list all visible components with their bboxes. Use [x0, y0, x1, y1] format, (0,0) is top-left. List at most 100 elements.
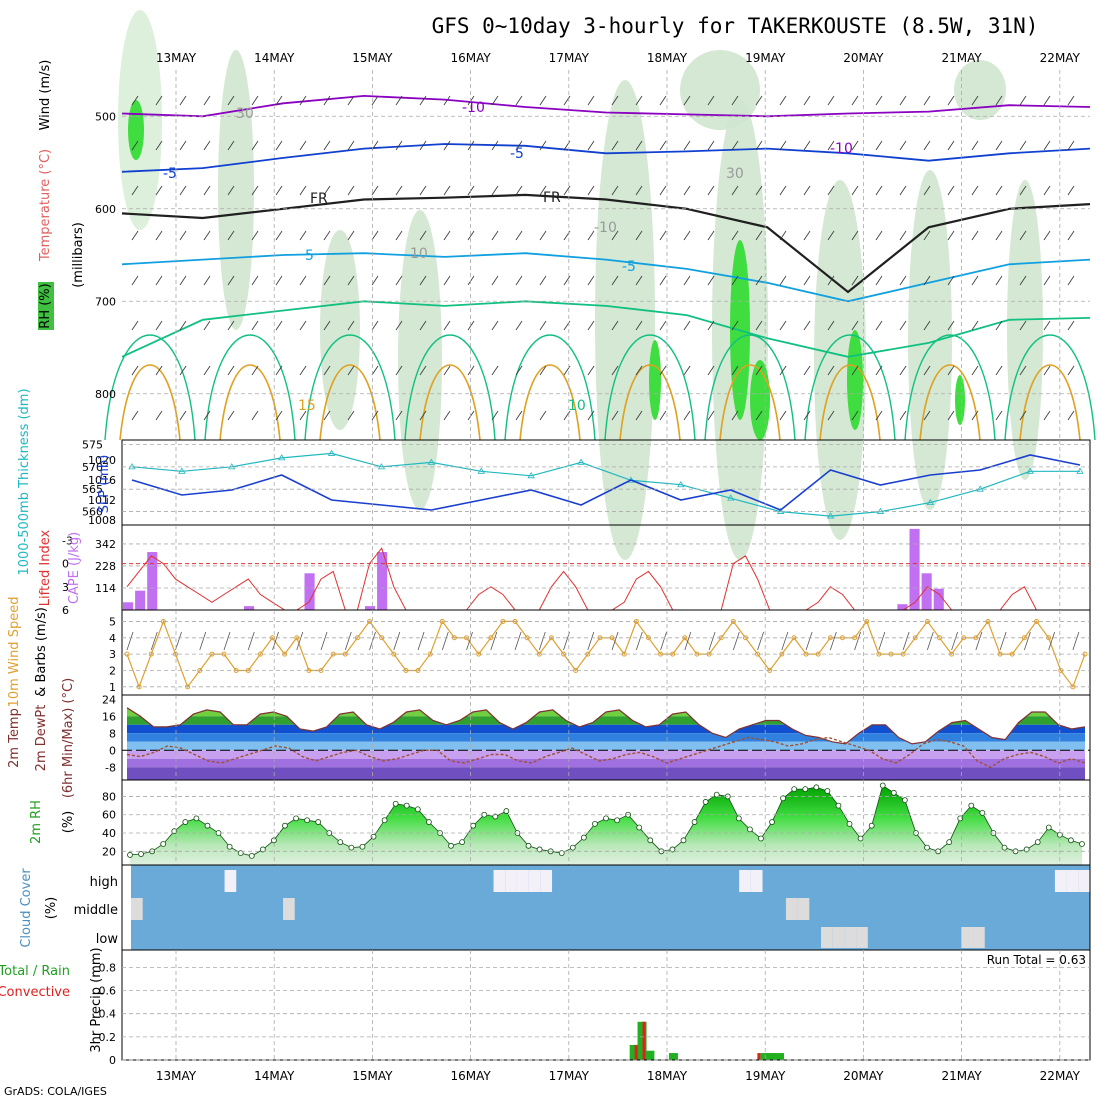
rh-high-shading: [128, 100, 144, 160]
wind-barb: [323, 365, 331, 376]
wind-barb: [851, 320, 859, 331]
rh-point: [968, 802, 975, 809]
cape-bar: [933, 588, 944, 610]
wind-barb: [275, 185, 283, 196]
wind-barb: [347, 320, 355, 331]
thickness-point: [727, 494, 735, 501]
wind-ytick: 4: [109, 632, 116, 645]
wind-barb: [467, 140, 475, 151]
wind-barb: [203, 230, 211, 241]
precip-convective-bar: [642, 1021, 646, 1060]
rh-point: [448, 842, 454, 849]
wind-barb: [179, 365, 187, 376]
precip-ytick: 0.2: [99, 1031, 117, 1044]
rh-point: [769, 819, 775, 825]
wind-ytick: 1: [109, 681, 116, 694]
thickness-ytick: 570: [82, 461, 103, 474]
rh-shading: [680, 50, 760, 130]
wind-barb: [539, 275, 547, 286]
cloud-cell: [832, 927, 845, 948]
wind-barb: [443, 365, 451, 376]
rh-point: [758, 835, 764, 842]
date-label-bottom: 19MAY: [745, 1069, 786, 1083]
wind-barb: [251, 365, 259, 376]
rh-point: [813, 784, 820, 791]
thickness-point: [277, 454, 286, 461]
wind-barb: [251, 275, 259, 286]
wind-barb: [515, 140, 523, 151]
wind-barb: [731, 365, 739, 376]
thickness-point: [178, 467, 186, 474]
upper-units-label: (millibars): [71, 222, 86, 288]
rh-point: [979, 810, 986, 816]
wind-barb-10m: [878, 631, 886, 651]
wind-barb: [371, 275, 379, 286]
wind-barb: [227, 275, 235, 286]
rh-point: [459, 839, 465, 846]
rh-point: [1045, 824, 1052, 831]
wind-barb: [155, 410, 163, 421]
wind-barb: [539, 320, 547, 331]
wind-barb: [1019, 140, 1027, 151]
wind-barb: [371, 230, 379, 241]
run-total: Run Total = 0.63: [987, 953, 1086, 967]
wind-barb: [635, 320, 643, 331]
wind-barb: [923, 365, 931, 376]
thickness-point: [228, 463, 236, 470]
isotherm-15-loop: [119, 364, 181, 441]
wind-barb-10m: [635, 631, 643, 651]
slp-ytick: 1012: [88, 494, 116, 507]
wind-barb: [611, 95, 619, 106]
wind-barb: [323, 140, 331, 151]
rh-point: [614, 817, 620, 824]
cloud-cell: [493, 870, 506, 892]
wind-barb: [1019, 320, 1027, 331]
contour-label: FR: [543, 190, 561, 206]
wind-barb: [635, 230, 643, 241]
cloud-cell: [131, 898, 143, 920]
cloud-label: Cloud Cover: [19, 868, 34, 948]
precip-total-bar: [760, 1053, 770, 1060]
cloud-cell: [540, 870, 553, 892]
wind-barb-10m: [757, 631, 764, 651]
wind-barb: [275, 275, 283, 286]
cape-label: CAPE (J/kg): [67, 532, 82, 604]
wind-barb: [995, 185, 1003, 196]
wind-barb: [563, 185, 571, 196]
wind-barb: [875, 230, 883, 241]
wind-barb: [251, 95, 259, 106]
date-label-bottom: 13MAY: [156, 1069, 197, 1083]
wind-barb: [323, 230, 331, 241]
wind-barb: [803, 185, 811, 196]
wind-barb: [1043, 320, 1051, 331]
wind-barb: [827, 320, 835, 331]
isotherm-line: [121, 94, 1091, 118]
thickness-point: [427, 458, 436, 465]
wind-barb-10m: [660, 631, 667, 651]
thickness-point: [327, 449, 336, 456]
rh-ytick: 20: [102, 845, 116, 858]
thickness-point: [1076, 467, 1084, 474]
date-label-bottom: 16MAY: [450, 1069, 491, 1083]
wind-barb: [803, 410, 811, 421]
wind-barb: [659, 185, 667, 196]
wind-barb: [371, 410, 379, 421]
contour-label: -5: [510, 146, 524, 162]
rh-point: [1079, 841, 1085, 847]
rh-point: [359, 843, 366, 850]
contour-label: -10: [830, 141, 853, 157]
upper-wind-label: Wind (m/s): [38, 60, 53, 131]
slp-line: [131, 454, 1081, 511]
wind-barb: [275, 140, 283, 151]
wind-barb: [323, 320, 331, 331]
dewpt2m-label: 2m DewPt: [34, 705, 49, 772]
isotherm-10-loop: [704, 334, 796, 441]
contour-label: 15: [298, 398, 316, 414]
wind-barb: [1067, 140, 1075, 151]
wind-barb: [947, 140, 955, 151]
wind-barb: [395, 95, 403, 106]
wind-barb: [851, 365, 859, 376]
rh-point: [282, 822, 288, 829]
cape-bar: [135, 590, 146, 610]
isotherm-10-loop: [504, 334, 596, 441]
